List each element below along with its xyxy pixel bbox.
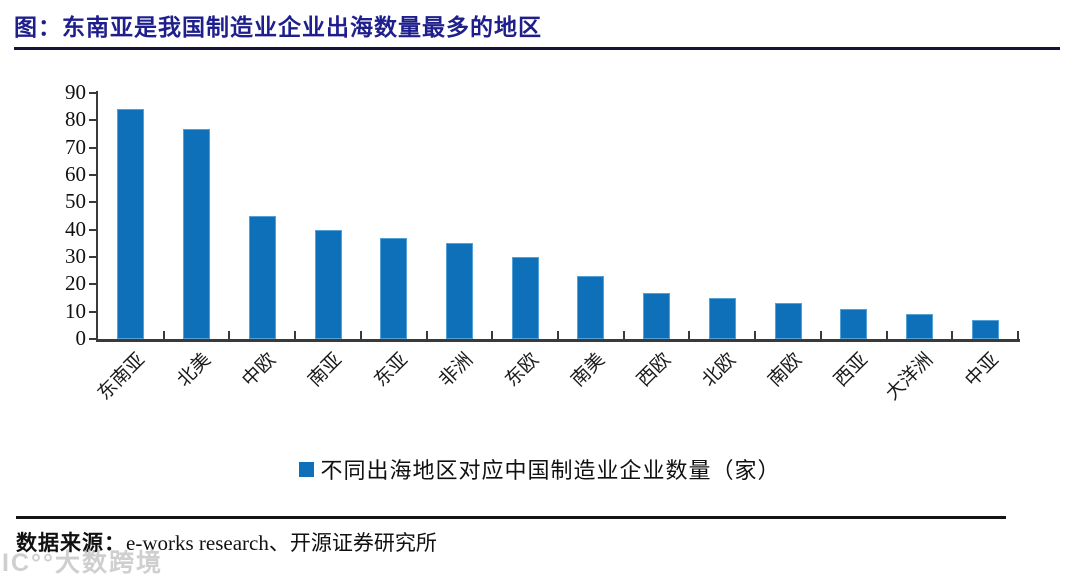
y-axis-tick xyxy=(89,201,96,204)
x-axis-tick xyxy=(294,331,297,341)
bar-中亚 xyxy=(971,319,999,339)
bar-大洋洲 xyxy=(905,314,933,339)
bar-东南亚 xyxy=(117,109,145,339)
bar-南美 xyxy=(577,276,605,339)
bar-中欧 xyxy=(248,216,276,339)
x-axis-tick xyxy=(228,331,231,341)
bar-东欧 xyxy=(511,257,539,339)
x-axis-tick xyxy=(819,331,822,341)
source-divider xyxy=(16,516,1006,519)
bar-东亚 xyxy=(380,237,408,339)
x-axis-tick xyxy=(885,331,888,341)
y-axis-tick-label: 60 xyxy=(65,162,86,186)
x-axis-tick xyxy=(491,331,494,341)
y-axis-tick-label: 80 xyxy=(65,107,86,132)
x-axis-tick xyxy=(1017,331,1019,341)
y-axis-tick-label: 0 xyxy=(75,326,87,350)
bar-非洲 xyxy=(445,243,473,339)
bar-西欧 xyxy=(643,292,671,339)
legend-swatch-icon xyxy=(299,461,315,477)
y-axis-tick-label: 90 xyxy=(65,80,86,104)
y-axis-tick-label: 50 xyxy=(65,189,86,214)
title-underline xyxy=(14,47,1060,50)
y-axis-tick-label: 20 xyxy=(65,271,86,296)
source-label: 数据来源： xyxy=(16,531,126,555)
y-axis-tick-label: 10 xyxy=(65,298,86,323)
x-axis-tick xyxy=(622,331,625,341)
chart-title: 图：东南亚是我国制造业企业出海数量最多的地区 xyxy=(14,15,542,40)
x-axis-tick xyxy=(425,331,428,341)
y-axis-tick xyxy=(89,174,96,176)
y-axis-tick xyxy=(89,119,96,122)
bar-北美 xyxy=(183,128,211,339)
legend-label: 不同出海地区对应中国制造业企业数量（家） xyxy=(320,458,781,483)
x-axis-tick xyxy=(688,331,691,341)
watermark: IC°°大数跨境 xyxy=(2,549,163,576)
source-line: 数据来源：e-works research、开源证券研究所 xyxy=(16,527,437,557)
bar-南欧 xyxy=(774,303,802,339)
x-axis-tick xyxy=(951,331,954,341)
x-axis-tick xyxy=(359,331,362,341)
y-axis-tick-label: 70 xyxy=(65,134,86,159)
y-axis-tick xyxy=(89,92,96,94)
y-axis-tick-label: 40 xyxy=(65,216,86,241)
x-axis-tick xyxy=(162,331,165,341)
chart-legend: 不同出海地区对应中国制造业企业数量（家） xyxy=(0,453,1080,485)
source-text: e-works research、开源证券研究所 xyxy=(126,531,437,555)
x-axis-tick xyxy=(557,331,559,341)
y-axis-tick xyxy=(89,256,96,258)
y-axis-tick xyxy=(89,228,96,231)
bar-南亚 xyxy=(314,229,342,339)
bar-北欧 xyxy=(708,298,736,339)
y-axis-tick xyxy=(89,338,96,340)
x-axis-tick xyxy=(754,331,757,341)
bar-西亚 xyxy=(840,308,868,339)
y-axis-line xyxy=(96,91,98,341)
y-axis-tick xyxy=(89,310,96,313)
y-axis-tick-label: 30 xyxy=(65,244,86,268)
y-axis-tick xyxy=(89,283,96,286)
y-axis-tick xyxy=(89,146,96,149)
